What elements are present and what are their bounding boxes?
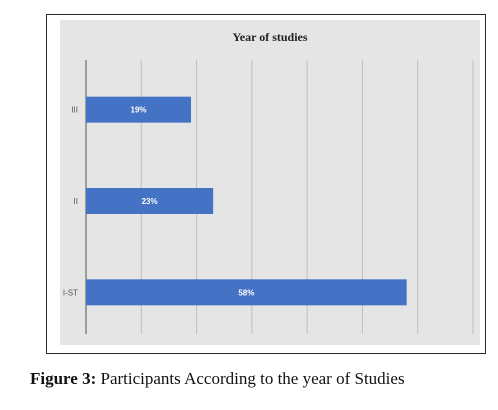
caption-text: Participants According to the year of St… [96,369,405,388]
bar-ii [86,188,214,214]
bar-iii [86,96,192,123]
data-label-ii: 23% [142,197,158,206]
tick-label-i-st: I-ST [63,288,78,297]
tick-label-iii: III [71,106,78,115]
data-label-iii: 19% [131,106,147,115]
chart-title: Year of studies [232,30,307,44]
data-label-i-st: 58% [238,288,254,297]
bar-i-st [86,279,407,306]
bar-chart: Year of studies 19% III 23% II 58% I-ST [63,30,474,334]
tick-label-ii: II [74,197,78,206]
figure-caption: Figure 3: Participants According to the … [30,369,490,389]
caption-label: Figure 3: [30,369,97,388]
